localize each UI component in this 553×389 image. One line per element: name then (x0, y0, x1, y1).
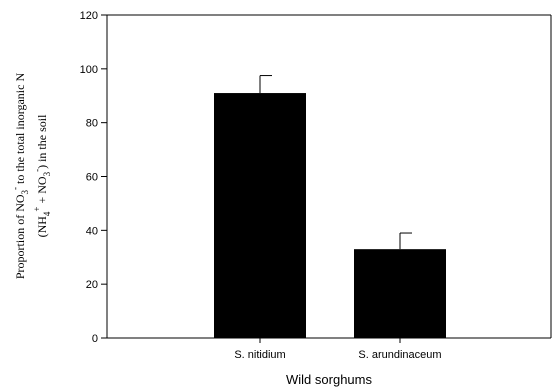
y-axis-title-line2: (NH4+ + NO3-) in the soil (32, 114, 52, 238)
x-axis-ticks: S. nitidium S. arundinaceum (234, 338, 442, 361)
y-axis-title-line1: Proportion of NO3- to the total inorgani… (10, 73, 30, 280)
y-tick-label: 20 (86, 279, 98, 291)
bars (214, 93, 446, 338)
y-tick-label: 100 (80, 64, 98, 76)
y-tick-label: 40 (86, 225, 98, 237)
x-axis-title: Wild sorghums (286, 372, 372, 387)
y-tick-label: 80 (86, 118, 98, 130)
y-tick-label: 120 (80, 10, 98, 22)
y-tick-label: 0 (92, 333, 98, 345)
x-tick-label: S. arundinaceum (358, 349, 441, 361)
y-axis-ticks: 0 20 40 60 80 100 120 (80, 10, 107, 345)
bar-2 (354, 249, 446, 338)
plot-frame (106, 14, 552, 339)
x-tick-label: S. nitidium (234, 349, 285, 361)
bar-1 (214, 93, 306, 338)
y-tick-label: 60 (86, 172, 98, 184)
error-bars (259, 75, 412, 250)
